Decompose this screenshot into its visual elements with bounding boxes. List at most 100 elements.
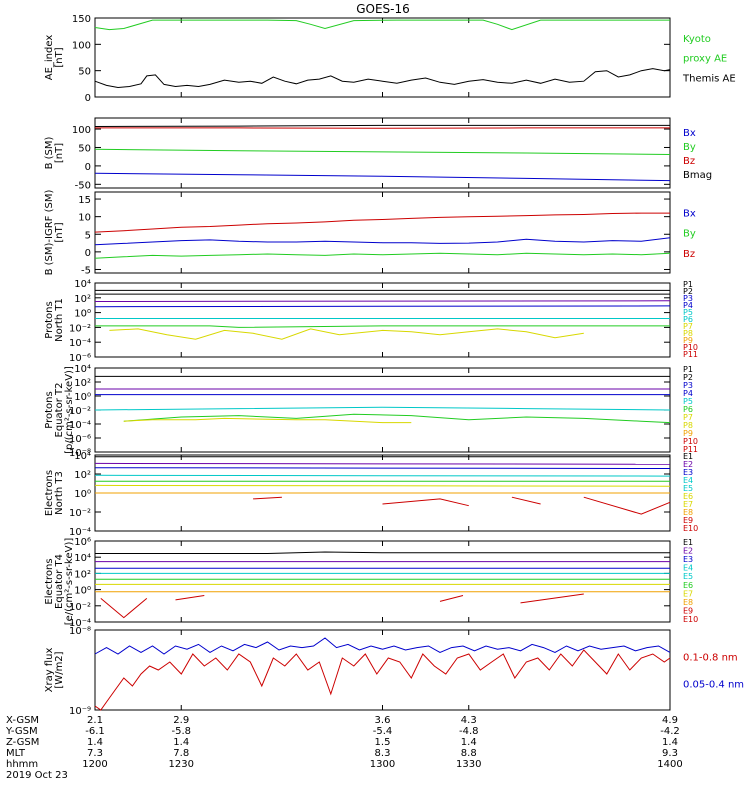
legend-label: By: [683, 229, 696, 240]
xaxis-value: 4.3: [461, 715, 477, 726]
legend-label: P5: [683, 308, 693, 317]
legend-label: E1: [683, 452, 693, 461]
y-axis-label: Equator T2: [54, 383, 65, 438]
series-line-kyoto-proxy-ae: [94, 19, 670, 31]
legend-label: Bx: [683, 128, 696, 139]
series-line-p5: [123, 413, 671, 424]
y-tick-label: 10⁰: [74, 586, 91, 597]
legend-label: E8: [683, 508, 693, 517]
xaxis-value: 1330: [456, 759, 481, 770]
legend-label: proxy AE: [683, 54, 727, 65]
legend-label: E8: [683, 598, 693, 607]
series-line-bmag: [94, 124, 670, 127]
xaxis-value: -5.4: [373, 726, 393, 737]
y-tick-label: -50: [75, 180, 91, 191]
legend-label: E5: [683, 484, 693, 493]
y-tick-label: -5: [81, 265, 91, 276]
y-axis-label: Protons: [44, 301, 55, 338]
panel-protons_t1: 10⁻⁶ 10⁻⁴ 10⁻² 10⁰ 10² 10⁴ Protons North T1 P1P2…: [44, 279, 698, 364]
y-tick-label: 10⁻²: [69, 602, 91, 613]
y-tick-label: 0: [85, 248, 91, 259]
y-tick-label: 10⁻⁸: [69, 626, 91, 637]
panel-bigrf: -5 0 5 10 15 B (SM)-IGRF (SM) [nT] Bx By Bz: [44, 190, 696, 277]
xaxis-value: 3.6: [375, 715, 391, 726]
xaxis-value: 2.1: [87, 715, 103, 726]
legend-label: E5: [683, 572, 693, 581]
y-axis-label: Protons: [44, 391, 55, 428]
y-axis-label: North T3: [54, 471, 65, 515]
y-tick-label: 50: [78, 67, 91, 78]
series-line-themis-ae: [94, 68, 671, 89]
y-tick-label: 10⁻⁴: [69, 618, 91, 629]
legend-label: E6: [683, 581, 693, 590]
y-tick-label: 50: [78, 143, 91, 154]
series-line-bx: [94, 172, 671, 182]
series-line-e3: [94, 467, 671, 469]
legend-label: P5: [683, 397, 693, 406]
series-line-p3: [94, 300, 671, 302]
series-line-by: [94, 148, 671, 155]
panel-frame: [94, 629, 671, 711]
series-line-e2: [94, 462, 671, 465]
panel-frame: [94, 17, 671, 98]
y-tick-label: 10⁻²: [69, 406, 91, 417]
legend-label: P7: [683, 322, 693, 331]
xaxis-value: 1.5: [375, 737, 391, 748]
panel-electrons_t3: 10⁻⁴ 10⁻² 10⁰ 10² 10⁴ Electrons North T3 E1E2E3…: [44, 451, 698, 538]
legend-label: P8: [683, 421, 693, 430]
y-tick-label: 10⁻⁴: [69, 527, 91, 538]
legend-label: Bz: [683, 249, 695, 260]
y-axis-label: [p/(cm²-s-sr-keV)]: [64, 366, 75, 454]
y-tick-label: 10²: [74, 378, 91, 389]
y-axis-label: Xray flux: [44, 648, 55, 693]
xaxis-row-label: hhmm: [6, 759, 38, 770]
legend-label: E9: [683, 606, 693, 615]
xaxis-value: -4.8: [459, 726, 479, 737]
series-line-p6: [95, 325, 670, 328]
series-line-p4: [94, 305, 671, 308]
y-axis-label: AE_index: [44, 35, 55, 81]
series-line-e6: [94, 484, 671, 487]
y-axis-label: Electrons: [44, 470, 55, 516]
legend-label: Bmag: [683, 170, 712, 181]
y-tick-label: 10⁻⁶: [69, 353, 91, 364]
legend-label: E6: [683, 492, 693, 501]
legend-label: P10: [683, 437, 698, 446]
legend-label: P6: [683, 315, 693, 324]
legend-label: E3: [683, 468, 693, 477]
legend-label: E4: [683, 564, 693, 573]
series-line-p7: [109, 328, 584, 340]
legend-label: P7: [683, 413, 693, 422]
y-tick-label: 10²: [74, 294, 91, 305]
xaxis-value: 7.8: [173, 748, 189, 759]
y-tick-label: 10²: [74, 569, 91, 580]
legend-label: E10: [683, 524, 698, 533]
panel-xray: 10⁻⁹ 10⁻⁸ Xray flux [W/m2] 0.1-0.8 nm 0.05-0.…: [44, 626, 744, 717]
panel-ae: 0 50 100 150 AE_index [nT] Kyoto proxy AE Themis…: [44, 14, 736, 104]
panel-protons_t2: 10⁻⁸ 10⁻⁶ 10⁻⁴ 10⁻² 10⁰ 10² 10⁴ Protons Equator …: [44, 364, 698, 459]
panel-frame: [94, 191, 671, 274]
xaxis-value: 1.4: [461, 737, 477, 748]
legend-label: By: [683, 142, 696, 153]
figure-title: GOES-16: [356, 2, 410, 16]
xaxis-value: 1230: [169, 759, 194, 770]
legend-label: P9: [683, 429, 693, 438]
legend-label: 0.05-0.4 nm: [683, 679, 744, 690]
y-axis-label: [nT]: [54, 47, 65, 67]
legend-label: Bz: [683, 156, 695, 167]
y-tick-label: 10⁻²: [69, 508, 91, 519]
xaxis-row-label: X-GSM: [6, 715, 39, 726]
panel-frame: [94, 367, 671, 453]
y-tick-label: 10⁴: [74, 553, 91, 564]
series-line-e4: [94, 474, 671, 477]
legend-label: P3: [683, 294, 693, 303]
series-line-bx: [94, 237, 671, 246]
y-axis-label: Equator T4: [54, 554, 65, 609]
panel-electrons_t4: 10⁻⁴ 10⁻² 10⁰ 10² 10⁴ 10⁶ Electrons Equator T4[…: [44, 537, 698, 629]
legend-label: 0.1-0.8 nm: [683, 653, 738, 664]
y-axis-label: [e/(cm²-s-sr-keV)]: [64, 538, 75, 626]
y-tick-label: 10⁻⁶: [69, 434, 91, 445]
y-axis-label: B (SM): [44, 136, 55, 169]
legend-label: E1: [683, 538, 693, 547]
